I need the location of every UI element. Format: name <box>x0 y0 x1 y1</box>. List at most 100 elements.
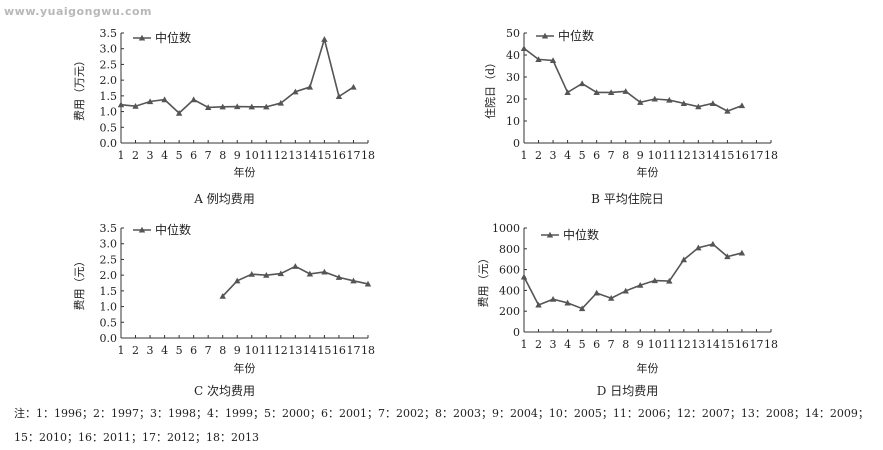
y-axis-title: 费用（万元） <box>73 55 86 121</box>
data-point <box>292 263 299 269</box>
data-point <box>593 89 600 95</box>
data-point <box>364 280 372 287</box>
y-tick-label: 40 <box>506 49 520 62</box>
x-tick-label: 3 <box>147 344 154 357</box>
data-point <box>607 89 615 95</box>
data-point <box>695 244 702 251</box>
chart-caption: B 平均住院日 <box>591 192 664 206</box>
x-tick-label: 13 <box>691 338 705 351</box>
y-tick-label: 1.0 <box>100 106 118 119</box>
watermark: www.yuaigongwu.com <box>4 5 152 18</box>
data-point <box>204 104 212 111</box>
x-tick-label: 15 <box>720 338 734 351</box>
x-tick-label: 8 <box>219 149 226 162</box>
data-point <box>651 277 658 284</box>
data-point <box>520 273 528 280</box>
y-tick-label: 1.0 <box>100 301 118 314</box>
series-line <box>523 243 743 310</box>
series-line <box>222 265 369 297</box>
x-tick-label: 9 <box>637 338 644 351</box>
data-point <box>680 100 688 106</box>
legend-marker <box>138 34 146 41</box>
y-tick-label: 3.5 <box>100 27 118 40</box>
x-tick-label: 16 <box>735 149 749 162</box>
y-axis-title: 费用（元） <box>477 253 490 308</box>
x-tick-label: 15 <box>317 344 331 357</box>
data-point <box>666 96 673 103</box>
data-point <box>578 80 586 87</box>
x-tick-label: 17 <box>346 344 360 357</box>
data-point <box>622 88 629 94</box>
data-point <box>161 96 168 103</box>
x-tick-label: 17 <box>749 338 763 351</box>
data-point <box>306 270 314 277</box>
x-tick-label: 1 <box>118 344 125 357</box>
x-tick-label: 2 <box>132 149 139 162</box>
x-tick-label: 4 <box>564 338 571 351</box>
x-tick-label: 13 <box>288 344 302 357</box>
x-tick-label: 7 <box>205 344 212 357</box>
data-point <box>578 305 586 312</box>
x-tick-label: 7 <box>205 149 212 162</box>
legend-label: 中位数 <box>563 227 599 242</box>
x-tick-label: 5 <box>579 149 586 162</box>
data-point <box>549 296 557 302</box>
series-line <box>523 47 743 112</box>
y-tick-label: 3.5 <box>100 222 118 235</box>
x-tick-label: 11 <box>259 149 273 162</box>
legend-marker <box>546 231 554 238</box>
x-axis-title: 年份 <box>637 165 659 179</box>
legend-label: 中位数 <box>155 222 191 237</box>
y-tick-label: 0 <box>513 326 520 339</box>
data-point <box>564 89 571 95</box>
x-tick-label: 16 <box>332 149 346 162</box>
y-tick-label: 3.0 <box>100 43 118 56</box>
y-tick-label: 200 <box>499 305 520 318</box>
x-axis-title: 年份 <box>234 165 256 179</box>
data-point <box>292 88 299 95</box>
y-tick-label: 2.5 <box>100 58 118 71</box>
data-point <box>321 36 328 42</box>
x-tick-label: 18 <box>361 344 375 357</box>
data-point <box>651 95 658 102</box>
y-axis-title: 住院日（d） <box>483 57 497 119</box>
x-tick-label: 11 <box>662 338 676 351</box>
x-tick-label: 10 <box>648 338 662 351</box>
x-tick-label: 2 <box>535 149 542 162</box>
data-point <box>117 101 125 108</box>
data-point <box>622 287 629 294</box>
data-point <box>564 299 571 306</box>
x-tick-label: 4 <box>564 149 571 162</box>
x-tick-label: 5 <box>579 338 586 351</box>
y-tick-label: 400 <box>499 284 520 297</box>
x-tick-label: 4 <box>161 149 168 162</box>
footnote: 注：1：1996；2：1997；3：1998；4：1999；5：2000；6：2… <box>14 407 869 444</box>
x-tick-label: 18 <box>361 149 375 162</box>
x-tick-label: 5 <box>176 344 183 357</box>
data-point <box>219 293 226 299</box>
x-tick-label: 11 <box>662 149 676 162</box>
x-tick-label: 1 <box>521 149 528 162</box>
x-axis-title: 年份 <box>234 361 256 375</box>
data-point <box>263 271 270 278</box>
data-point <box>593 289 600 296</box>
y-tick-label: 800 <box>499 243 520 256</box>
y-tick-label: 2.0 <box>100 269 118 282</box>
data-point <box>175 109 183 116</box>
x-tick-label: 14 <box>303 344 317 357</box>
x-tick-label: 13 <box>691 149 705 162</box>
x-tick-label: 12 <box>677 149 691 162</box>
data-point <box>695 103 702 110</box>
x-tick-label: 16 <box>735 338 749 351</box>
x-tick-label: 10 <box>648 149 662 162</box>
data-point <box>637 282 644 288</box>
x-tick-label: 2 <box>132 344 139 357</box>
data-point <box>234 277 241 284</box>
legend-marker <box>138 226 146 233</box>
x-tick-label: 14 <box>706 338 720 351</box>
data-point <box>335 274 343 280</box>
x-tick-label: 6 <box>190 149 197 162</box>
x-tick-label: 12 <box>677 338 691 351</box>
